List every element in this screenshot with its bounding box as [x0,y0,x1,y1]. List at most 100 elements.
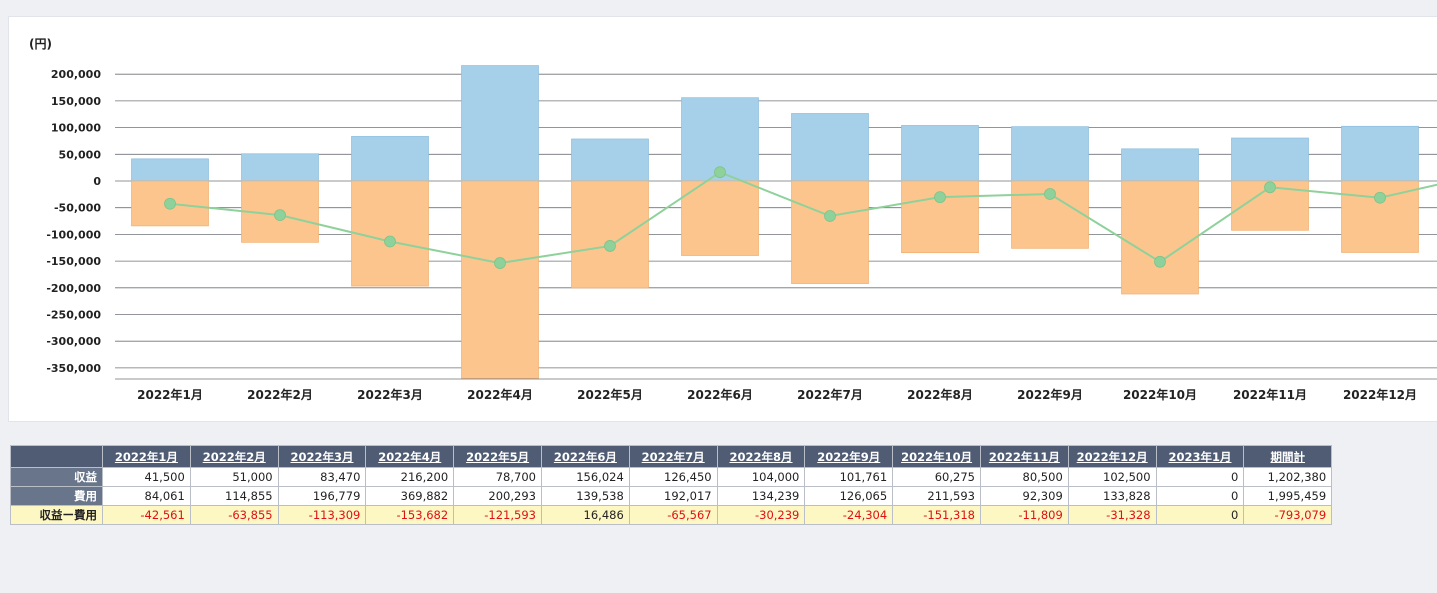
column-header[interactable]: 2022年9月 [804,445,894,468]
column-header[interactable]: 2022年4月 [365,445,455,468]
table-cell: 114,855 [189,486,279,506]
net-point [494,257,506,269]
revenue-bar [901,125,979,182]
table-cell: 101,761 [804,467,894,487]
column-header[interactable]: 2022年6月 [540,445,630,468]
x-tick-label: 2022年8月 [907,387,973,402]
x-tick-label: 2022年10月 [1123,387,1197,402]
column-header[interactable]: 2022年3月 [277,445,367,468]
y-tick-label: -200,000 [46,282,101,295]
table-cell: 133,828 [1067,486,1157,506]
x-tick-label: 2022年2月 [247,387,313,402]
table-cell: 1,202,380 [1243,467,1333,487]
chart-panel: (円) 200,000 150,000 100,000 50,000 0 -50,000 -1… [8,16,1437,422]
net-point [1044,188,1056,200]
table-cell: 84,061 [102,486,191,506]
net-point [714,166,726,179]
revenue-bar [351,136,429,182]
row-label: 収益 [10,467,103,487]
revenue-expense-chart: (円) 200,000 150,000 100,000 50,000 0 -50,000 -1… [29,37,1437,402]
column-header[interactable]: 2022年8月 [716,445,806,468]
revenue-bar [791,113,869,182]
summary-table-wrap: 2022年1月 2022年2月 2022年3月 2022年4月 2022年5月 2022年… [10,445,1333,525]
net-point [1374,191,1386,204]
table-cell: 126,450 [628,467,718,487]
y-tick-label: 100,000 [51,122,101,135]
y-tick-label: 50,000 [59,148,102,161]
table-cell: 139,538 [540,486,630,506]
x-tick-label: 2022年3月 [357,387,423,402]
expense-bar [461,180,539,379]
column-header[interactable]: 2023年1月 [1155,445,1245,468]
table-cell: -151,318 [892,505,981,525]
net-point [604,240,616,252]
y-unit-label: (円) [29,37,52,51]
column-header[interactable]: 2022年10月 [892,445,981,468]
y-tick-label: -150,000 [46,255,101,268]
table-cell: 104,000 [716,467,806,487]
y-tick-label: 150,000 [51,95,101,108]
y-tick-label: 0 [93,175,101,188]
x-tick-label: 2022年1月 [137,387,203,402]
table-cell: 192,017 [628,486,718,506]
table-cell: 92,309 [979,486,1069,506]
revenue-bar [241,153,319,182]
table-cell: 211,593 [892,486,981,506]
table-cell: 60,275 [892,467,981,487]
table-row: 費用 84,061 114,855 196,779 369,882 200,293 139,… [10,486,1333,506]
column-header[interactable]: 2022年5月 [453,445,542,468]
revenue-bar [461,65,539,182]
column-header[interactable]: 2022年7月 [628,445,718,468]
x-tick-label: 2022年11月 [1233,387,1307,402]
column-header[interactable]: 2022年11月 [979,445,1069,468]
x-tick-label: 2022年5月 [577,387,643,402]
table-cell: 78,700 [453,467,542,487]
expense-bar [571,180,649,289]
table-cell: -121,593 [453,505,542,525]
table-cell: -11,809 [979,505,1069,525]
table-cell: 196,779 [277,486,367,506]
table-cell: 51,000 [189,467,279,487]
revenue-bar [1341,125,1419,182]
table-cell: -24,304 [804,505,894,525]
table-cell: -30,239 [716,505,806,525]
table-row: 収益ー費用 -42,561 -63,855 -113,309 -153,682 -121,… [10,505,1333,525]
y-tick-label: 200,000 [51,68,101,81]
net-point [384,235,396,248]
table-cell: -42,561 [102,505,191,525]
table-cell: 369,882 [365,486,455,506]
table-row: 収益 41,500 51,000 83,470 216,200 78,700 156,024… [10,467,1333,487]
revenue-bar [1121,148,1199,182]
table-cell: 0 [1155,505,1245,525]
x-tick-label: 2022年12月 [1343,387,1417,402]
revenue-bar [1011,126,1089,182]
net-point [1154,255,1166,268]
column-header[interactable]: 2022年1月 [102,445,191,468]
table-cell: 41,500 [102,467,191,487]
column-header[interactable]: 2022年12月 [1067,445,1157,468]
table-corner [10,445,103,468]
expense-bar [681,180,759,256]
x-tick-label: 2022年9月 [1017,387,1083,402]
net-point [1264,181,1276,194]
table-cell: 216,200 [365,467,455,487]
table-cell: -31,328 [1067,505,1157,525]
table-cell: 200,293 [453,486,542,506]
table-cell: 83,470 [277,467,367,487]
net-point [274,209,286,221]
table-cell: 80,500 [979,467,1069,487]
table-cell: 134,239 [716,486,806,506]
y-tick-label: -350,000 [46,362,101,375]
expense-bar [791,180,869,284]
y-tick-label: -100,000 [46,228,101,241]
x-tick-label: 2022年4月 [467,387,533,402]
table-cell: 102,500 [1067,467,1157,487]
column-header[interactable]: 2022年2月 [189,445,279,468]
table-cell: 0 [1155,486,1245,506]
revenue-bar [1231,137,1309,182]
column-header[interactable]: 期間計 [1243,445,1333,468]
table-cell: -65,567 [628,505,718,525]
expense-bar [1121,180,1199,295]
table-cell: 1,995,459 [1243,486,1333,506]
revenue-bar [131,158,209,182]
